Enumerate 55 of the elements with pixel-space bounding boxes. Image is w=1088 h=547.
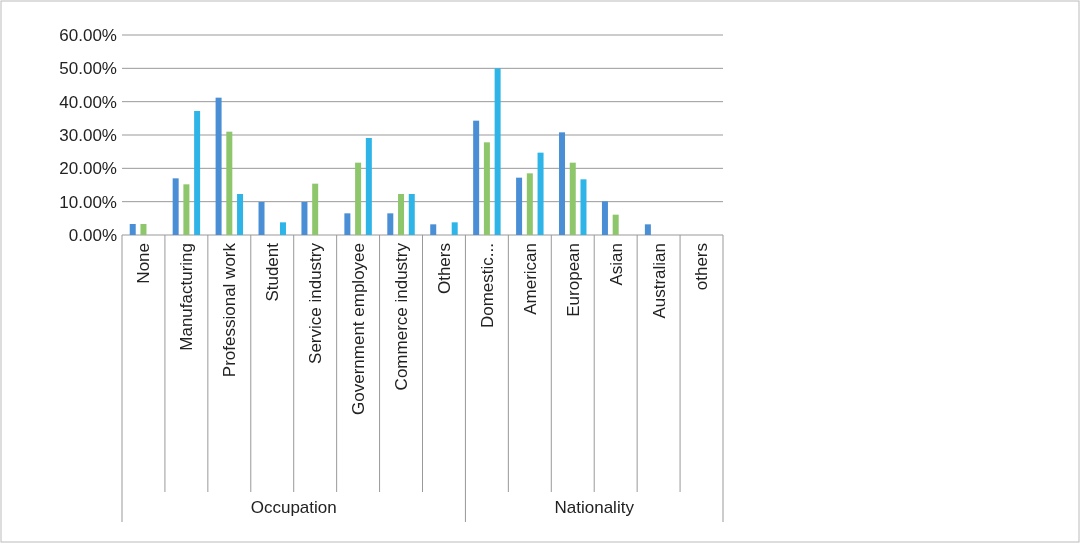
y-tick-label: 20.00% [59, 159, 117, 179]
x-tick-label: Service industry [306, 242, 326, 364]
x-tick-label: Student [263, 242, 283, 302]
x-tick-label: Professional work [220, 242, 240, 378]
y-tick-label: 60.00% [59, 25, 117, 45]
y-tick-label: 10.00% [59, 192, 117, 212]
bar [312, 183, 319, 235]
y-tick-label: 0.00% [68, 225, 117, 245]
x-tick-label: American [520, 243, 540, 315]
bar [537, 152, 544, 235]
bar [430, 224, 437, 235]
x-tick-label: Domestic... [477, 243, 497, 329]
bar [483, 142, 490, 235]
bar [559, 132, 566, 235]
x-tick-label: Asian [606, 243, 626, 286]
bar [612, 214, 619, 235]
bar [237, 194, 244, 235]
bar [355, 162, 362, 235]
bar [301, 202, 308, 235]
bar [387, 213, 394, 235]
bar [279, 222, 286, 235]
bar [473, 120, 480, 235]
bar [451, 222, 458, 235]
bar [365, 138, 372, 235]
x-tick-label: Others [434, 243, 454, 295]
bar [601, 201, 608, 235]
x-tick-label: European [563, 243, 583, 317]
bar [183, 184, 190, 235]
bar [408, 194, 415, 235]
bar [129, 224, 136, 235]
bar [569, 162, 576, 235]
bar [194, 111, 201, 235]
y-tick-label: 50.00% [59, 59, 117, 79]
text: Occupation [250, 498, 337, 517]
bar [226, 131, 233, 235]
x-tick-label: None [134, 243, 154, 284]
bar [644, 224, 651, 235]
x-tick-label: Australian [649, 243, 669, 319]
bar [140, 224, 147, 235]
bar [172, 178, 179, 235]
bar [258, 202, 265, 235]
bar [516, 177, 523, 235]
x-tick-label: Government employee [349, 243, 369, 415]
y-tick-label: 40.00% [59, 92, 117, 112]
text: Nationality [554, 498, 635, 517]
bar [526, 173, 533, 235]
bar [398, 194, 405, 235]
bar [344, 213, 351, 235]
y-tick-label: 30.00% [59, 125, 117, 145]
bar [215, 97, 222, 235]
bar [494, 68, 501, 235]
bar [580, 179, 587, 235]
x-tick-label: others [692, 243, 712, 291]
x-tick-label: Commerce industry [391, 242, 411, 391]
x-tick-label: Manufacturing [177, 243, 197, 351]
